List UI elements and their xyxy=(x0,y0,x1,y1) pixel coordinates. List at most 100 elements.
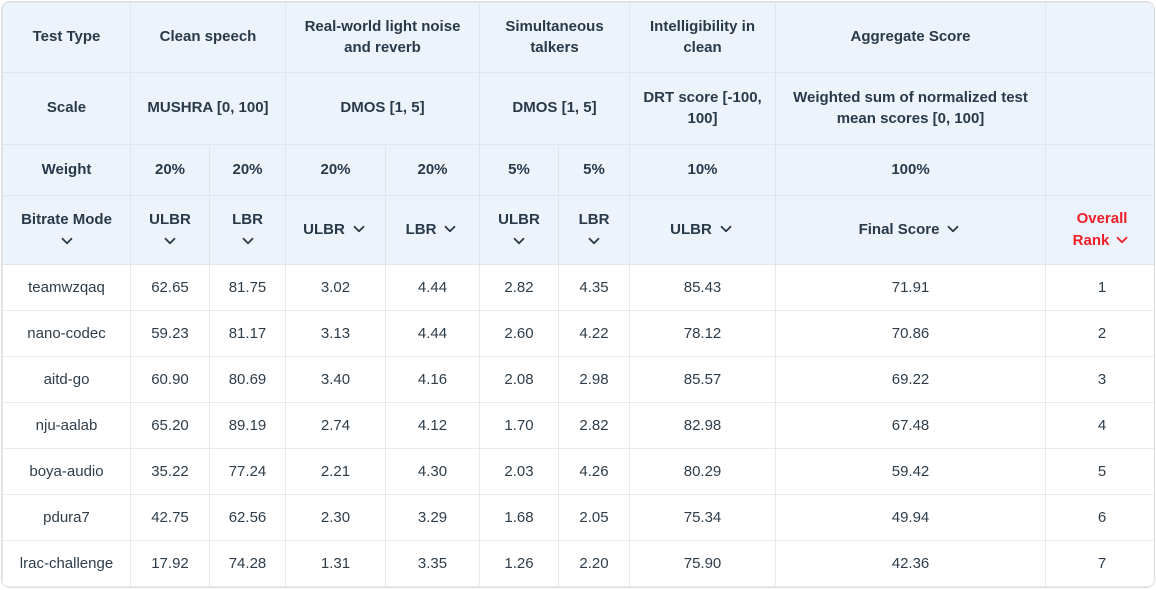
score-cell: 2.05 xyxy=(557,494,631,541)
scale-clean-speech: MUSHRA [0, 100] xyxy=(130,72,286,145)
score-cell: 2.08 xyxy=(479,356,559,403)
group-header-simultaneous-talkers: Simultaneous talkers xyxy=(478,2,631,73)
score-cell: 1.26 xyxy=(479,540,559,587)
sort-label: Final Score xyxy=(858,220,940,238)
score-cell: 2.03 xyxy=(479,448,559,495)
score-cell: 60.90 xyxy=(130,356,210,403)
sort-label: LBR xyxy=(232,211,263,229)
sort-header-final-score[interactable]: Final Score xyxy=(775,195,1047,265)
sort-label: ULBR xyxy=(149,211,191,229)
sort-header-intelligibility-ulbr[interactable]: ULBR xyxy=(629,195,777,265)
weight-label: Weight xyxy=(2,144,131,196)
chevron-down-icon xyxy=(353,225,365,233)
team-name-cell: nano-codec xyxy=(2,310,131,357)
score-cell: 2.82 xyxy=(479,264,559,311)
sort-header-clean-lbr[interactable]: LBR xyxy=(209,195,286,265)
score-cell: 3.29 xyxy=(385,494,480,541)
score-cell: 3.40 xyxy=(285,356,386,403)
rank-cell: 1 xyxy=(1045,264,1154,311)
scale-label: Scale xyxy=(2,72,131,145)
sort-header-simultaneous-lbr[interactable]: LBR xyxy=(557,195,631,265)
chevron-down-icon xyxy=(1116,236,1128,244)
weight-rw-ulbr: 20% xyxy=(285,144,386,196)
sort-label: ULBR xyxy=(498,211,540,229)
sort-header-clean-ulbr[interactable]: ULBR xyxy=(130,195,210,265)
score-cell: 80.29 xyxy=(629,448,777,495)
score-cell: 59.23 xyxy=(130,310,210,357)
empty-header-cell xyxy=(1045,72,1154,145)
chevron-down-icon xyxy=(513,237,525,244)
chevron-down-icon xyxy=(61,237,72,244)
sort-label: ULBR xyxy=(670,220,712,238)
score-cell: 3.35 xyxy=(385,540,480,587)
group-header-realworld-noise: Real-world light noise and reverb xyxy=(285,2,480,73)
group-header-intelligibility: Intelligibility in clean xyxy=(629,2,777,73)
score-cell: 4.16 xyxy=(385,356,480,403)
score-cell: 81.17 xyxy=(209,310,286,357)
rank-cell: 2 xyxy=(1045,310,1154,357)
sort-header-realworld-ulbr[interactable]: ULBR xyxy=(285,195,386,265)
score-cell: 4.35 xyxy=(557,264,631,311)
chevron-down-icon xyxy=(242,237,253,244)
score-cell: 85.57 xyxy=(629,356,777,403)
header-row-test-type: Test Type Clean speech Real-world light … xyxy=(2,2,1154,73)
sort-header-realworld-lbr[interactable]: LBR xyxy=(385,195,480,265)
score-cell: 62.56 xyxy=(209,494,286,541)
rank-cell: 7 xyxy=(1045,540,1154,587)
sort-header-overall-rank[interactable]: Overall Rank xyxy=(1045,195,1154,265)
group-header-clean-speech: Clean speech xyxy=(130,2,286,73)
chevron-down-icon xyxy=(720,225,732,233)
score-cell: 75.34 xyxy=(629,494,777,541)
score-cell: 4.44 xyxy=(385,264,480,311)
final-score-cell: 59.42 xyxy=(775,448,1047,495)
score-cell: 2.20 xyxy=(557,540,631,587)
score-cell: 17.92 xyxy=(130,540,210,587)
header-row-bitrate-mode: Bitrate Mode ULBR LBR ULBR LBR ULBR LBR … xyxy=(2,195,1154,265)
sort-label: Overall Rank xyxy=(1072,210,1128,249)
rank-cell: 6 xyxy=(1045,494,1154,541)
score-cell: 1.31 xyxy=(285,540,386,587)
final-score-cell: 70.86 xyxy=(775,310,1047,357)
team-name-cell: lrac-challenge xyxy=(2,540,131,587)
table-row: nju-aalab 65.20 89.19 2.74 4.12 1.70 2.8… xyxy=(2,402,1154,449)
score-cell: 85.43 xyxy=(629,264,777,311)
sort-header-simultaneous-ulbr[interactable]: ULBR xyxy=(479,195,559,265)
weight-aggregate: 100% xyxy=(775,144,1047,196)
sort-label: LBR xyxy=(405,220,437,238)
score-cell: 74.28 xyxy=(209,540,286,587)
score-cell: 77.24 xyxy=(209,448,286,495)
final-score-cell: 71.91 xyxy=(775,264,1047,311)
weight-sim-ulbr: 5% xyxy=(479,144,559,196)
scale-realworld-noise: DMOS [1, 5] xyxy=(285,72,480,145)
score-cell: 2.98 xyxy=(557,356,631,403)
chevron-down-icon xyxy=(164,237,176,244)
score-cell: 3.02 xyxy=(285,264,386,311)
score-cell: 3.13 xyxy=(285,310,386,357)
team-name-cell: boya-audio xyxy=(2,448,131,495)
sort-label: ULBR xyxy=(303,220,345,238)
score-cell: 4.30 xyxy=(385,448,480,495)
table-row: lrac-challenge 17.92 74.28 1.31 3.35 1.2… xyxy=(2,540,1154,587)
score-cell: 78.12 xyxy=(629,310,777,357)
test-type-label: Test Type xyxy=(2,2,131,73)
sort-header-bitrate-mode[interactable]: Bitrate Mode xyxy=(2,195,131,265)
scale-intelligibility: DRT score [-100, 100] xyxy=(629,72,777,145)
team-name-cell: nju-aalab xyxy=(2,402,131,449)
group-header-aggregate-score: Aggregate Score xyxy=(775,2,1047,73)
score-cell: 1.68 xyxy=(479,494,559,541)
weight-rw-lbr: 20% xyxy=(385,144,480,196)
weight-intelligibility: 10% xyxy=(629,144,777,196)
scale-aggregate: Weighted sum of normalized test mean sco… xyxy=(775,72,1047,145)
table-row: teamwzqaq 62.65 81.75 3.02 4.44 2.82 4.3… xyxy=(2,264,1154,311)
rank-cell: 5 xyxy=(1045,448,1154,495)
score-cell: 4.26 xyxy=(557,448,631,495)
table-row: boya-audio 35.22 77.24 2.21 4.30 2.03 4.… xyxy=(2,448,1154,495)
score-cell: 2.60 xyxy=(479,310,559,357)
score-cell: 35.22 xyxy=(130,448,210,495)
score-cell: 2.30 xyxy=(285,494,386,541)
weight-clean-lbr: 20% xyxy=(209,144,286,196)
rank-cell: 4 xyxy=(1045,402,1154,449)
score-cell: 4.44 xyxy=(385,310,480,357)
weight-clean-ulbr: 20% xyxy=(130,144,210,196)
